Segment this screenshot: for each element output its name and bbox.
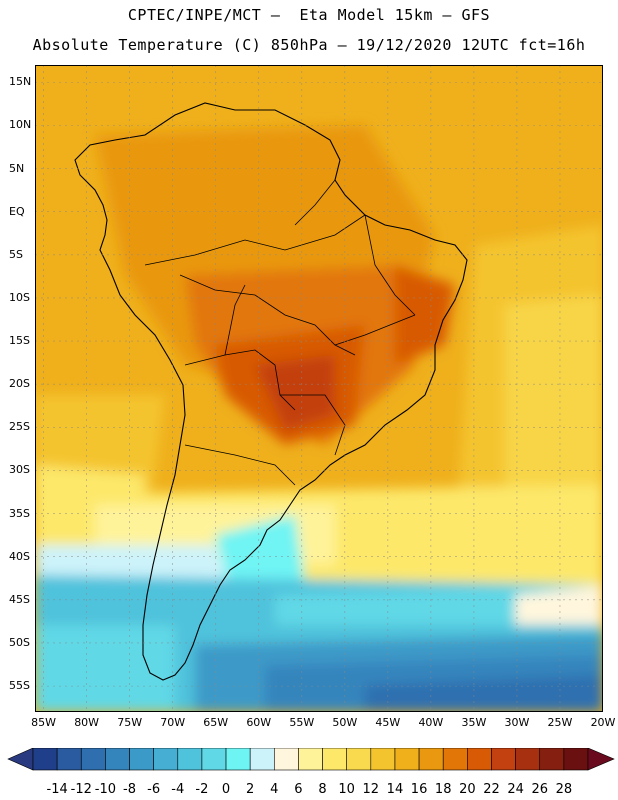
colorbar-label: 10 — [338, 782, 355, 797]
colorbar-swatch — [129, 748, 154, 771]
colorbar-label: -14 — [46, 782, 68, 797]
colorbar-label: 6 — [294, 782, 303, 797]
lon-label: 55W — [289, 716, 315, 729]
colorbar-swatch — [394, 748, 420, 771]
colorbar-swatch — [467, 748, 492, 771]
lat-label: 10N — [9, 118, 32, 132]
lat-label: 5N — [9, 161, 25, 175]
colorbar-low-end — [7, 748, 34, 771]
colorbar-label: 12 — [362, 782, 380, 797]
colorbar-swatch — [177, 748, 203, 771]
lat-label: 5S — [9, 247, 23, 261]
lon-label: 20W — [590, 716, 616, 729]
colorbar-swatch — [274, 748, 299, 771]
title-line-1: CPTEC/INPE/MCT – Eta Model 15km – GFS — [127, 6, 491, 24]
title-line-2: Absolute Temperature (C) 850hPa – 19/12/… — [32, 36, 586, 54]
colorbar-swatch — [346, 748, 372, 771]
map-frame — [35, 65, 603, 712]
colorbar-label: -2 — [195, 782, 209, 797]
lat-label: EQ — [9, 204, 25, 218]
colorbar-label: 22 — [483, 782, 500, 797]
colorbar-swatch — [539, 748, 565, 771]
colorbar-label: 20 — [459, 782, 476, 797]
lat-label: 15N — [9, 75, 32, 89]
lon-label: 40W — [418, 716, 444, 729]
colorbar-swatch — [32, 748, 58, 771]
colorbar-label: 24 — [507, 782, 524, 797]
colorbar-swatch — [105, 748, 130, 771]
lat-label: 25S — [9, 420, 30, 434]
colorbar-label: -12 — [70, 782, 92, 797]
colorbar-swatch — [322, 748, 347, 771]
colorbar-swatch — [491, 748, 516, 771]
lat-label: 45S — [9, 592, 30, 606]
colorbar-swatch — [563, 748, 589, 771]
colorbar-swatch — [80, 748, 106, 771]
lon-label: 25W — [547, 716, 573, 729]
lon-label: 75W — [117, 716, 143, 729]
colorbar-label: 18 — [434, 782, 452, 797]
lat-label: 50S — [9, 635, 30, 649]
colorbar-swatch — [442, 748, 468, 771]
lat-label: 35S — [9, 506, 30, 520]
gridlines — [35, 65, 603, 712]
lon-label: 45W — [375, 716, 401, 729]
colorbar-label: -10 — [94, 782, 116, 797]
lat-label: 20S — [9, 377, 30, 391]
lat-label: 40S — [9, 549, 30, 563]
lat-label: 10S — [9, 290, 30, 304]
lon-label: 65W — [203, 716, 229, 729]
lat-label: 30S — [9, 463, 30, 477]
colorbar-label: 4 — [270, 782, 279, 797]
coastline — [74, 102, 468, 681]
colorbar-label: 0 — [221, 782, 231, 797]
colorbar-high-end — [587, 748, 615, 771]
colorbar-swatch — [201, 748, 227, 771]
lon-label: 30W — [504, 716, 530, 729]
colorbar-swatch — [370, 748, 396, 771]
colorbar-label: 26 — [531, 782, 548, 797]
lon-label: 35W — [461, 716, 487, 729]
lon-label: 85W — [31, 716, 57, 729]
lon-label: 70W — [160, 716, 186, 729]
colorbar-label: 8 — [318, 782, 327, 797]
colorbar-swatch — [249, 748, 275, 771]
lon-label: 80W — [74, 716, 100, 729]
colorbar-label: 2 — [246, 782, 255, 797]
temperature-map — [35, 65, 603, 712]
lat-label: 15S — [9, 334, 30, 348]
colorbar-label: 14 — [386, 782, 404, 797]
colorbar-label: 16 — [410, 782, 428, 797]
lon-label: 60W — [246, 716, 272, 729]
colorbar-label: -4 — [171, 782, 185, 797]
lon-label: 50W — [332, 716, 358, 729]
colorbar-swatch — [418, 748, 444, 771]
colorbar-swatch — [225, 748, 251, 771]
colorbar-label: -6 — [147, 782, 161, 797]
colorbar-swatch — [153, 748, 179, 771]
colorbar-swatch — [298, 748, 323, 771]
colorbar-label: -8 — [123, 782, 136, 797]
colorbar-swatch — [56, 748, 82, 771]
colorbar — [7, 748, 615, 771]
lat-label: 55S — [9, 679, 30, 693]
map-canvas — [35, 65, 603, 712]
colorbar-label: 28 — [555, 782, 573, 797]
temperature-shading — [35, 125, 603, 712]
colorbar-swatch — [515, 748, 541, 771]
